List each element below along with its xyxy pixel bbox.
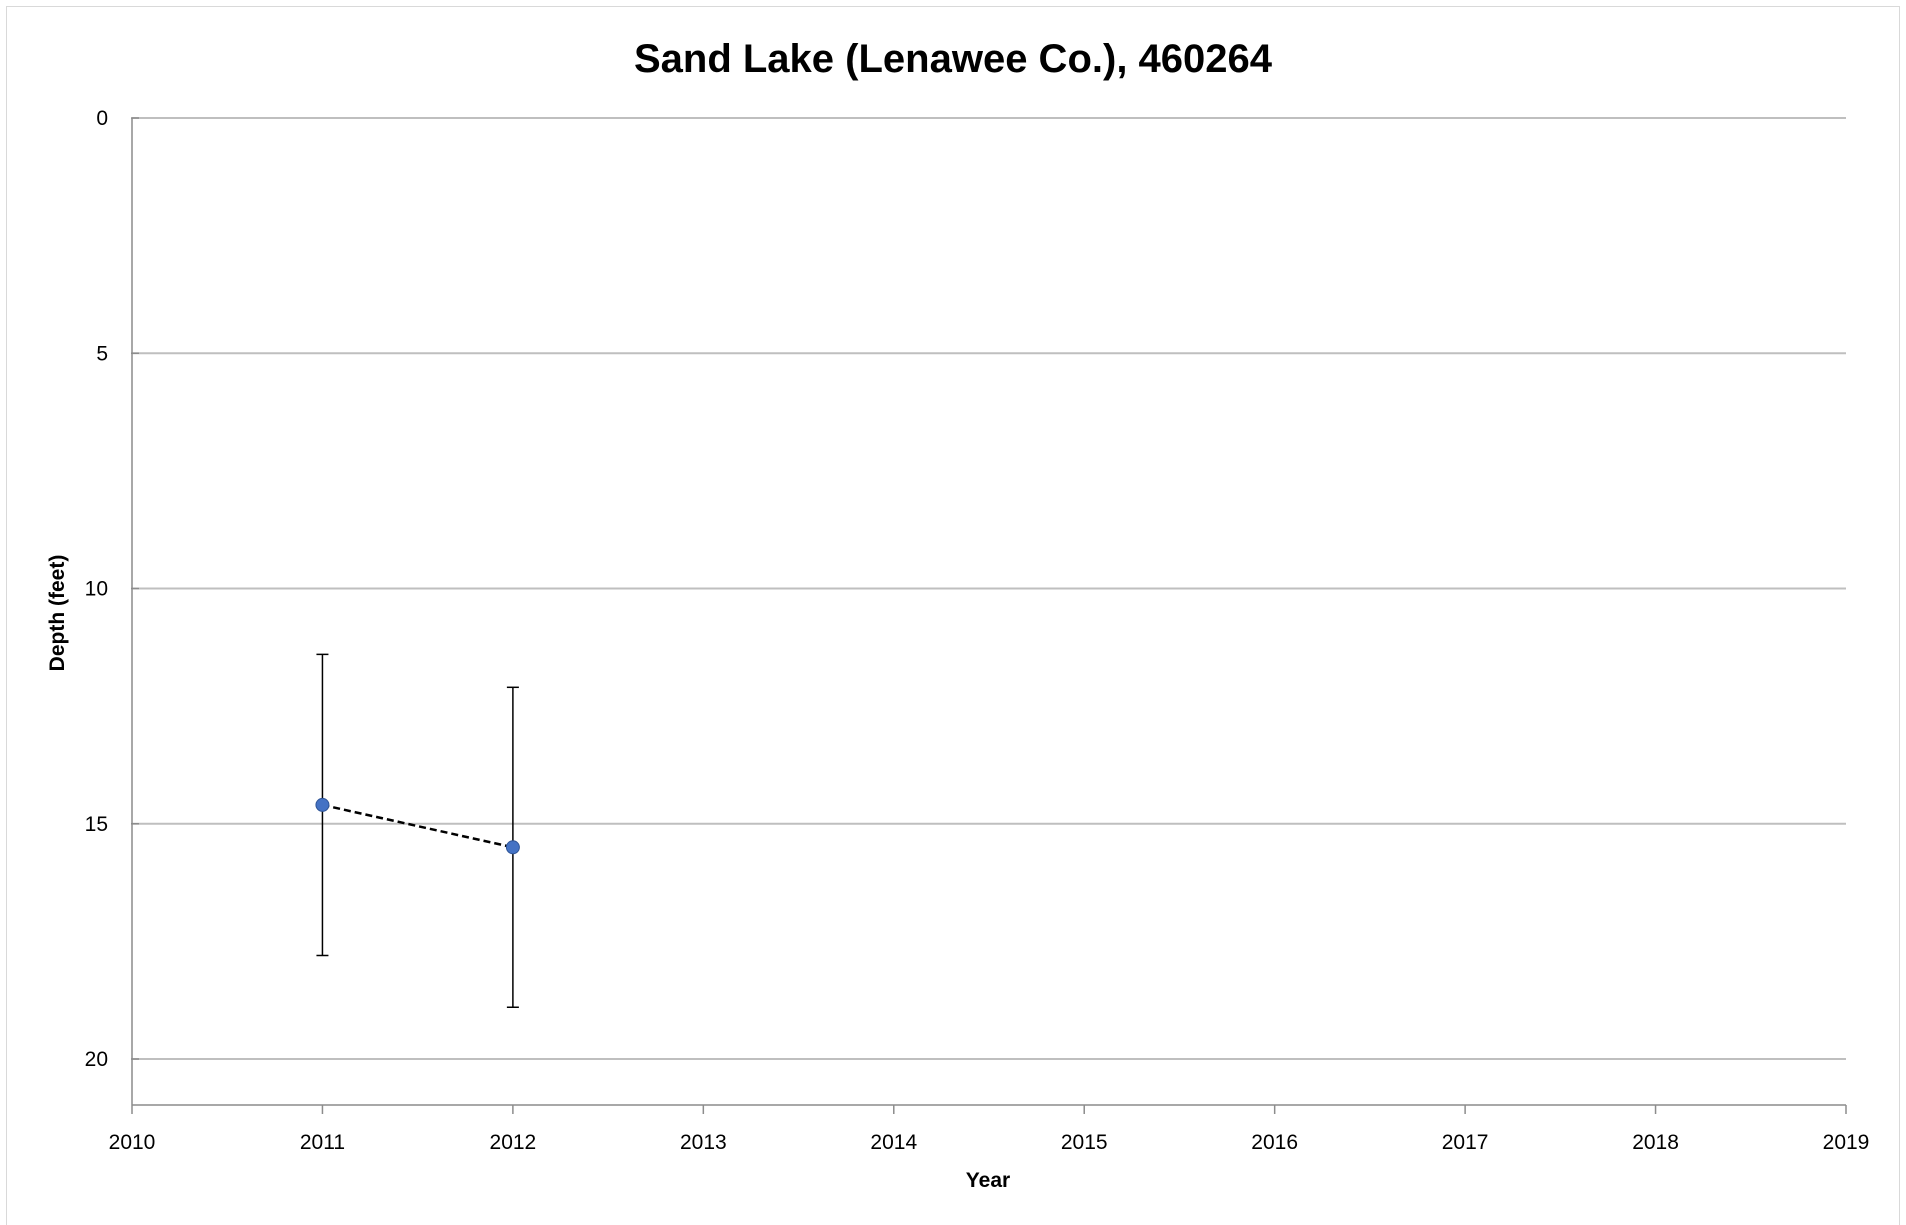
y-tick-label: 10 <box>85 578 108 601</box>
y-axis-label: Depth (feet) <box>46 555 69 672</box>
x-tick-label: 2015 <box>1061 1131 1108 1154</box>
x-tick-label: 2011 <box>300 1131 345 1154</box>
y-tick-label: 5 <box>96 342 108 365</box>
x-tick-label: 2017 <box>1442 1131 1489 1154</box>
y-tick-label: 20 <box>85 1048 108 1071</box>
x-tick-label: 2013 <box>680 1131 727 1154</box>
x-tick-label: 2012 <box>490 1131 537 1154</box>
x-tick-label: 2016 <box>1251 1131 1298 1154</box>
data-point <box>315 797 330 812</box>
data-series <box>315 653 520 1008</box>
x-tick-label: 2010 <box>109 1131 156 1154</box>
chart-frame <box>6 6 1900 1225</box>
y-tick-label: 15 <box>85 813 108 836</box>
x-tick-label: 2019 <box>1823 1131 1870 1154</box>
chart-title: Sand Lake (Lenawee Co.), 460264 <box>634 37 1273 81</box>
gridlines <box>132 117 1846 1060</box>
series-line <box>322 803 514 849</box>
tick-labels: 0 5 10 15 20 2010 2011 2012 2013 2014 2015 2016 2017… <box>85 107 1870 1154</box>
x-axis-label: Year <box>966 1169 1010 1192</box>
x-tick-label: 2018 <box>1632 1131 1679 1154</box>
axes <box>131 117 1847 1114</box>
data-point <box>505 840 520 855</box>
y-tick-label: 0 <box>96 107 108 130</box>
x-tick-label: 2014 <box>870 1131 917 1154</box>
